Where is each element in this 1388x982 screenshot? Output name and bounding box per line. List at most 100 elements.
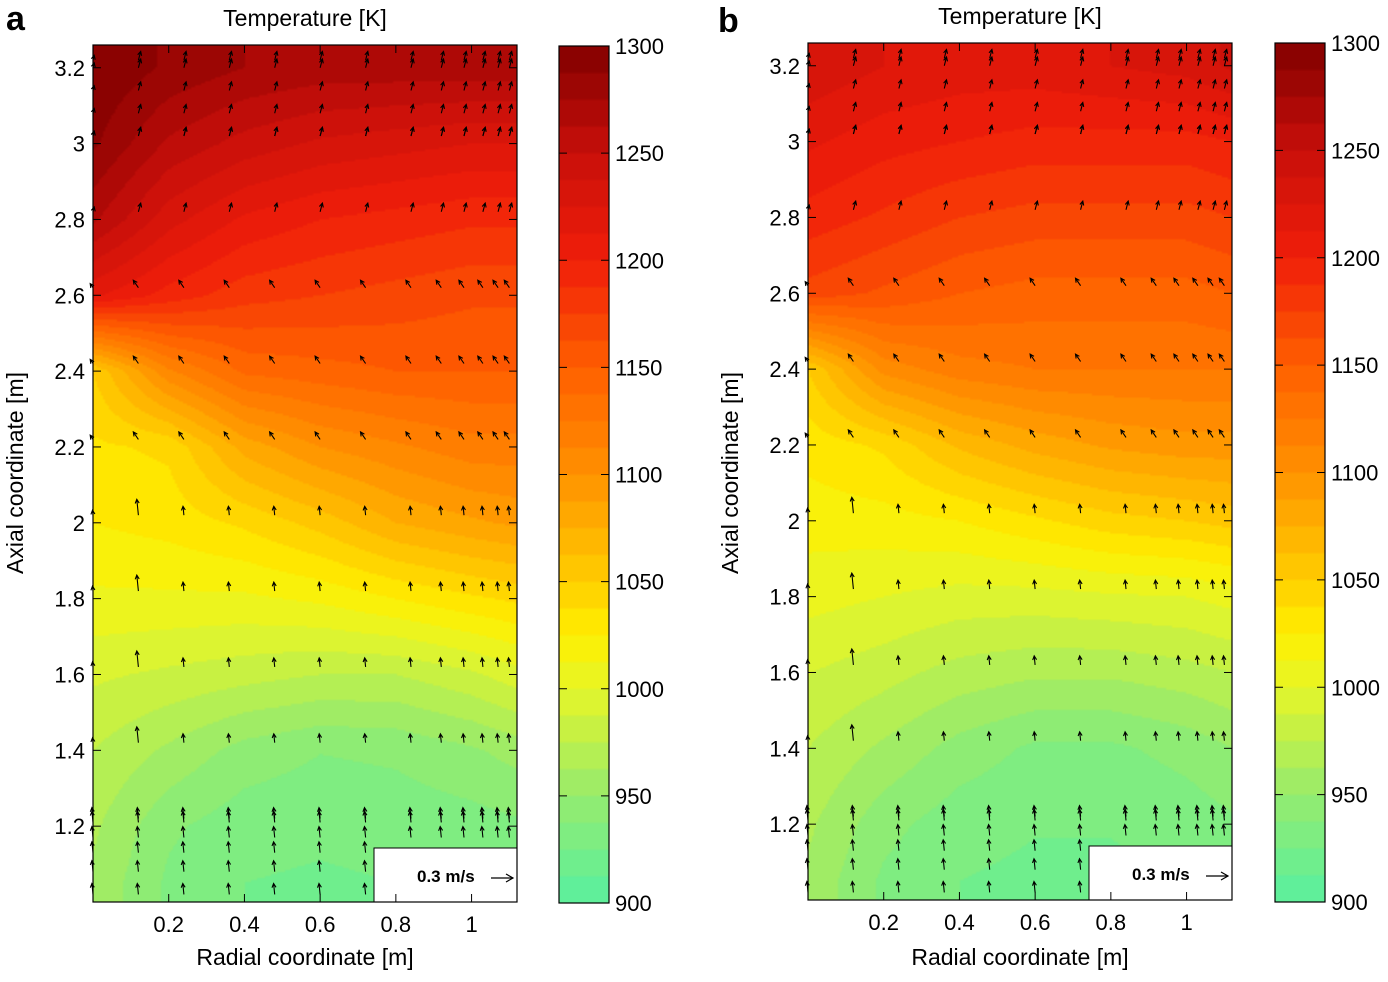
velocity-arrow — [895, 808, 901, 821]
velocity-arrow — [271, 859, 277, 872]
velocity-arrow — [479, 810, 485, 823]
velocity-arrow — [494, 825, 500, 838]
velocity-arrow — [182, 201, 188, 212]
velocity-arrow — [132, 430, 139, 440]
velocity-arrow — [228, 126, 234, 137]
x-tick-label: 0.8 — [1096, 910, 1127, 935]
velocity-arrow — [178, 355, 185, 364]
velocity-arrow — [1173, 428, 1180, 438]
velocity-arrow — [1033, 199, 1039, 210]
velocity-arrow — [1077, 823, 1083, 836]
velocity-arrow — [893, 428, 900, 438]
velocity-arrow — [477, 430, 484, 440]
velocity-arrow — [508, 103, 514, 114]
colorbar-tick-label: 1050 — [1331, 568, 1380, 593]
velocity-arrow — [226, 859, 232, 872]
velocity-arrow — [1192, 428, 1199, 438]
velocity-arrow — [850, 838, 856, 851]
y-tick-label: 1.8 — [54, 587, 85, 612]
velocity-arrow — [988, 124, 994, 135]
panel-b-y-label: Axial coordinate [m] — [717, 372, 743, 574]
velocity-arrow — [180, 580, 186, 592]
velocity-arrow — [941, 857, 947, 870]
velocity-arrow — [364, 80, 370, 91]
velocity-arrow — [440, 57, 446, 68]
velocity-arrow — [1194, 730, 1200, 741]
velocity-arrow — [986, 823, 992, 836]
velocity-arrow — [988, 55, 994, 66]
panel-b-x-axis: 0.2 0.4 0.6 0.8 1 — [868, 43, 1193, 935]
velocity-arrow — [407, 810, 413, 823]
velocity-arrow — [849, 647, 855, 665]
velocity-arrow — [359, 279, 367, 289]
y-tick-label: 2.2 — [54, 435, 85, 460]
velocity-arrow — [1173, 353, 1180, 362]
x-tick-label: 0.4 — [944, 910, 975, 935]
velocity-arrow — [986, 730, 992, 741]
velocity-arrow — [941, 503, 947, 514]
velocity-arrow — [1194, 654, 1200, 665]
colorbar-tick-label: 1200 — [1331, 246, 1380, 271]
velocity-arrow — [850, 808, 856, 821]
velocity-arrow — [895, 857, 901, 870]
panel-b-letter: b — [718, 2, 739, 40]
velocity-arrow — [440, 201, 446, 212]
velocity-arrow — [849, 496, 855, 514]
colorbar-tick-label: 1200 — [615, 248, 664, 273]
panel-a-letter: a — [6, 0, 26, 38]
colorbar-tick-label: 1100 — [615, 463, 662, 488]
colorbar-tick-label: 900 — [1331, 890, 1368, 915]
velocity-arrow — [180, 825, 186, 838]
velocity-arrow — [1032, 730, 1038, 741]
velocity-arrow — [316, 810, 322, 823]
velocity-arrow — [1153, 654, 1159, 665]
velocity-arrow — [1221, 808, 1227, 821]
velocity-arrow — [180, 859, 186, 872]
velocity-arrow — [226, 810, 232, 823]
velocity-arrow — [273, 57, 279, 68]
velocity-arrow — [438, 505, 444, 516]
velocity-arrow — [847, 277, 854, 287]
velocity-arrow — [409, 50, 415, 61]
velocity-arrow — [182, 103, 188, 114]
velocity-arrow — [849, 723, 855, 741]
panel-a-vector-legend: 0.3 m/s — [373, 847, 518, 903]
velocity-arrow — [460, 656, 466, 667]
y-tick-label: 3.2 — [769, 54, 800, 79]
velocity-arrow — [134, 649, 140, 667]
velocity-arrow — [316, 825, 322, 838]
velocity-arrow — [492, 279, 499, 289]
panel-b-vector-legend-text: 0.3 m/s — [1132, 865, 1190, 884]
velocity-arrow — [479, 505, 485, 516]
velocity-arrow — [318, 201, 324, 212]
colorbar-tick-label: 1000 — [615, 677, 664, 702]
velocity-arrow — [1155, 124, 1161, 135]
velocity-arrow — [1032, 503, 1038, 514]
velocity-arrow — [271, 882, 277, 895]
x-tick-label: 1 — [1180, 910, 1192, 935]
colorbar-tick-label: 1150 — [615, 355, 662, 380]
y-tick-label: 1.4 — [769, 736, 800, 761]
colorbar-tick-label: 1100 — [1331, 461, 1378, 486]
panel-b-colorbar: 900 950 1000 1050 1100 1150 1200 1250 1300 — [1274, 31, 1380, 915]
velocity-arrow — [460, 505, 466, 516]
velocity-arrow — [503, 430, 510, 440]
y-tick-label: 2.8 — [54, 207, 85, 232]
y-tick-label: 2.6 — [54, 283, 85, 308]
velocity-arrow — [314, 355, 321, 364]
velocity-arrow — [495, 656, 501, 667]
velocity-arrow — [273, 50, 279, 61]
velocity-arrow — [228, 201, 234, 212]
velocity-arrow — [1175, 503, 1181, 514]
velocity-arrow — [462, 126, 468, 137]
velocity-arrow — [506, 580, 512, 592]
velocity-arrow — [134, 498, 140, 516]
velocity-arrow — [1211, 48, 1217, 59]
velocity-arrow — [1124, 48, 1130, 59]
panel-a-vector-legend-text: 0.3 m/s — [417, 867, 475, 886]
velocity-arrow — [1077, 503, 1083, 514]
velocity-arrow — [850, 857, 856, 870]
velocity-arrow — [438, 810, 444, 823]
panel-a-heatmap — [93, 45, 517, 902]
velocity-arrow — [364, 126, 370, 137]
